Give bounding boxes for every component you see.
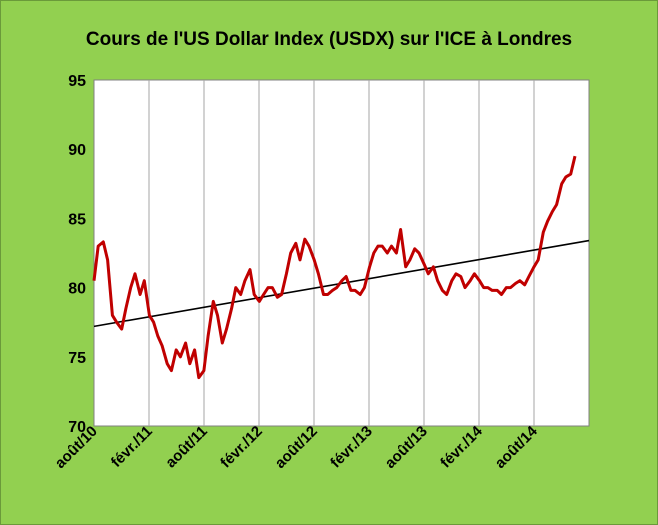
y-tick-label: 95 [68,73,86,90]
x-tick-label: févr./12 [217,423,266,472]
x-tick-label: août/11 [162,423,211,472]
y-tick-label: 85 [68,211,86,228]
y-tick-label: 90 [68,142,86,159]
plot-area [93,79,590,427]
x-tick-label: févr./14 [437,422,486,471]
grid-lines [148,80,535,426]
series-line-usdx [92,155,577,380]
x-tick-label: août/13 [382,423,431,472]
x-tick-label: févr./11 [108,423,156,471]
x-axis-ticks: août/10 févr./11 août/11 févr./12 août/12 fév… [52,422,542,472]
chart-title: Cours de l'US Dollar Index (USDX) sur l'… [85,29,573,50]
y-tick-label: 75 [68,350,86,367]
y-tick-label: 80 [68,281,86,298]
x-tick-label: févr./13 [327,423,376,472]
y-axis-ticks: 70 75 80 85 90 95 [68,73,86,436]
x-tick-label: août/14 [492,422,542,472]
y-tick-label: 70 [68,419,86,436]
x-tick-label: août/12 [272,423,321,472]
